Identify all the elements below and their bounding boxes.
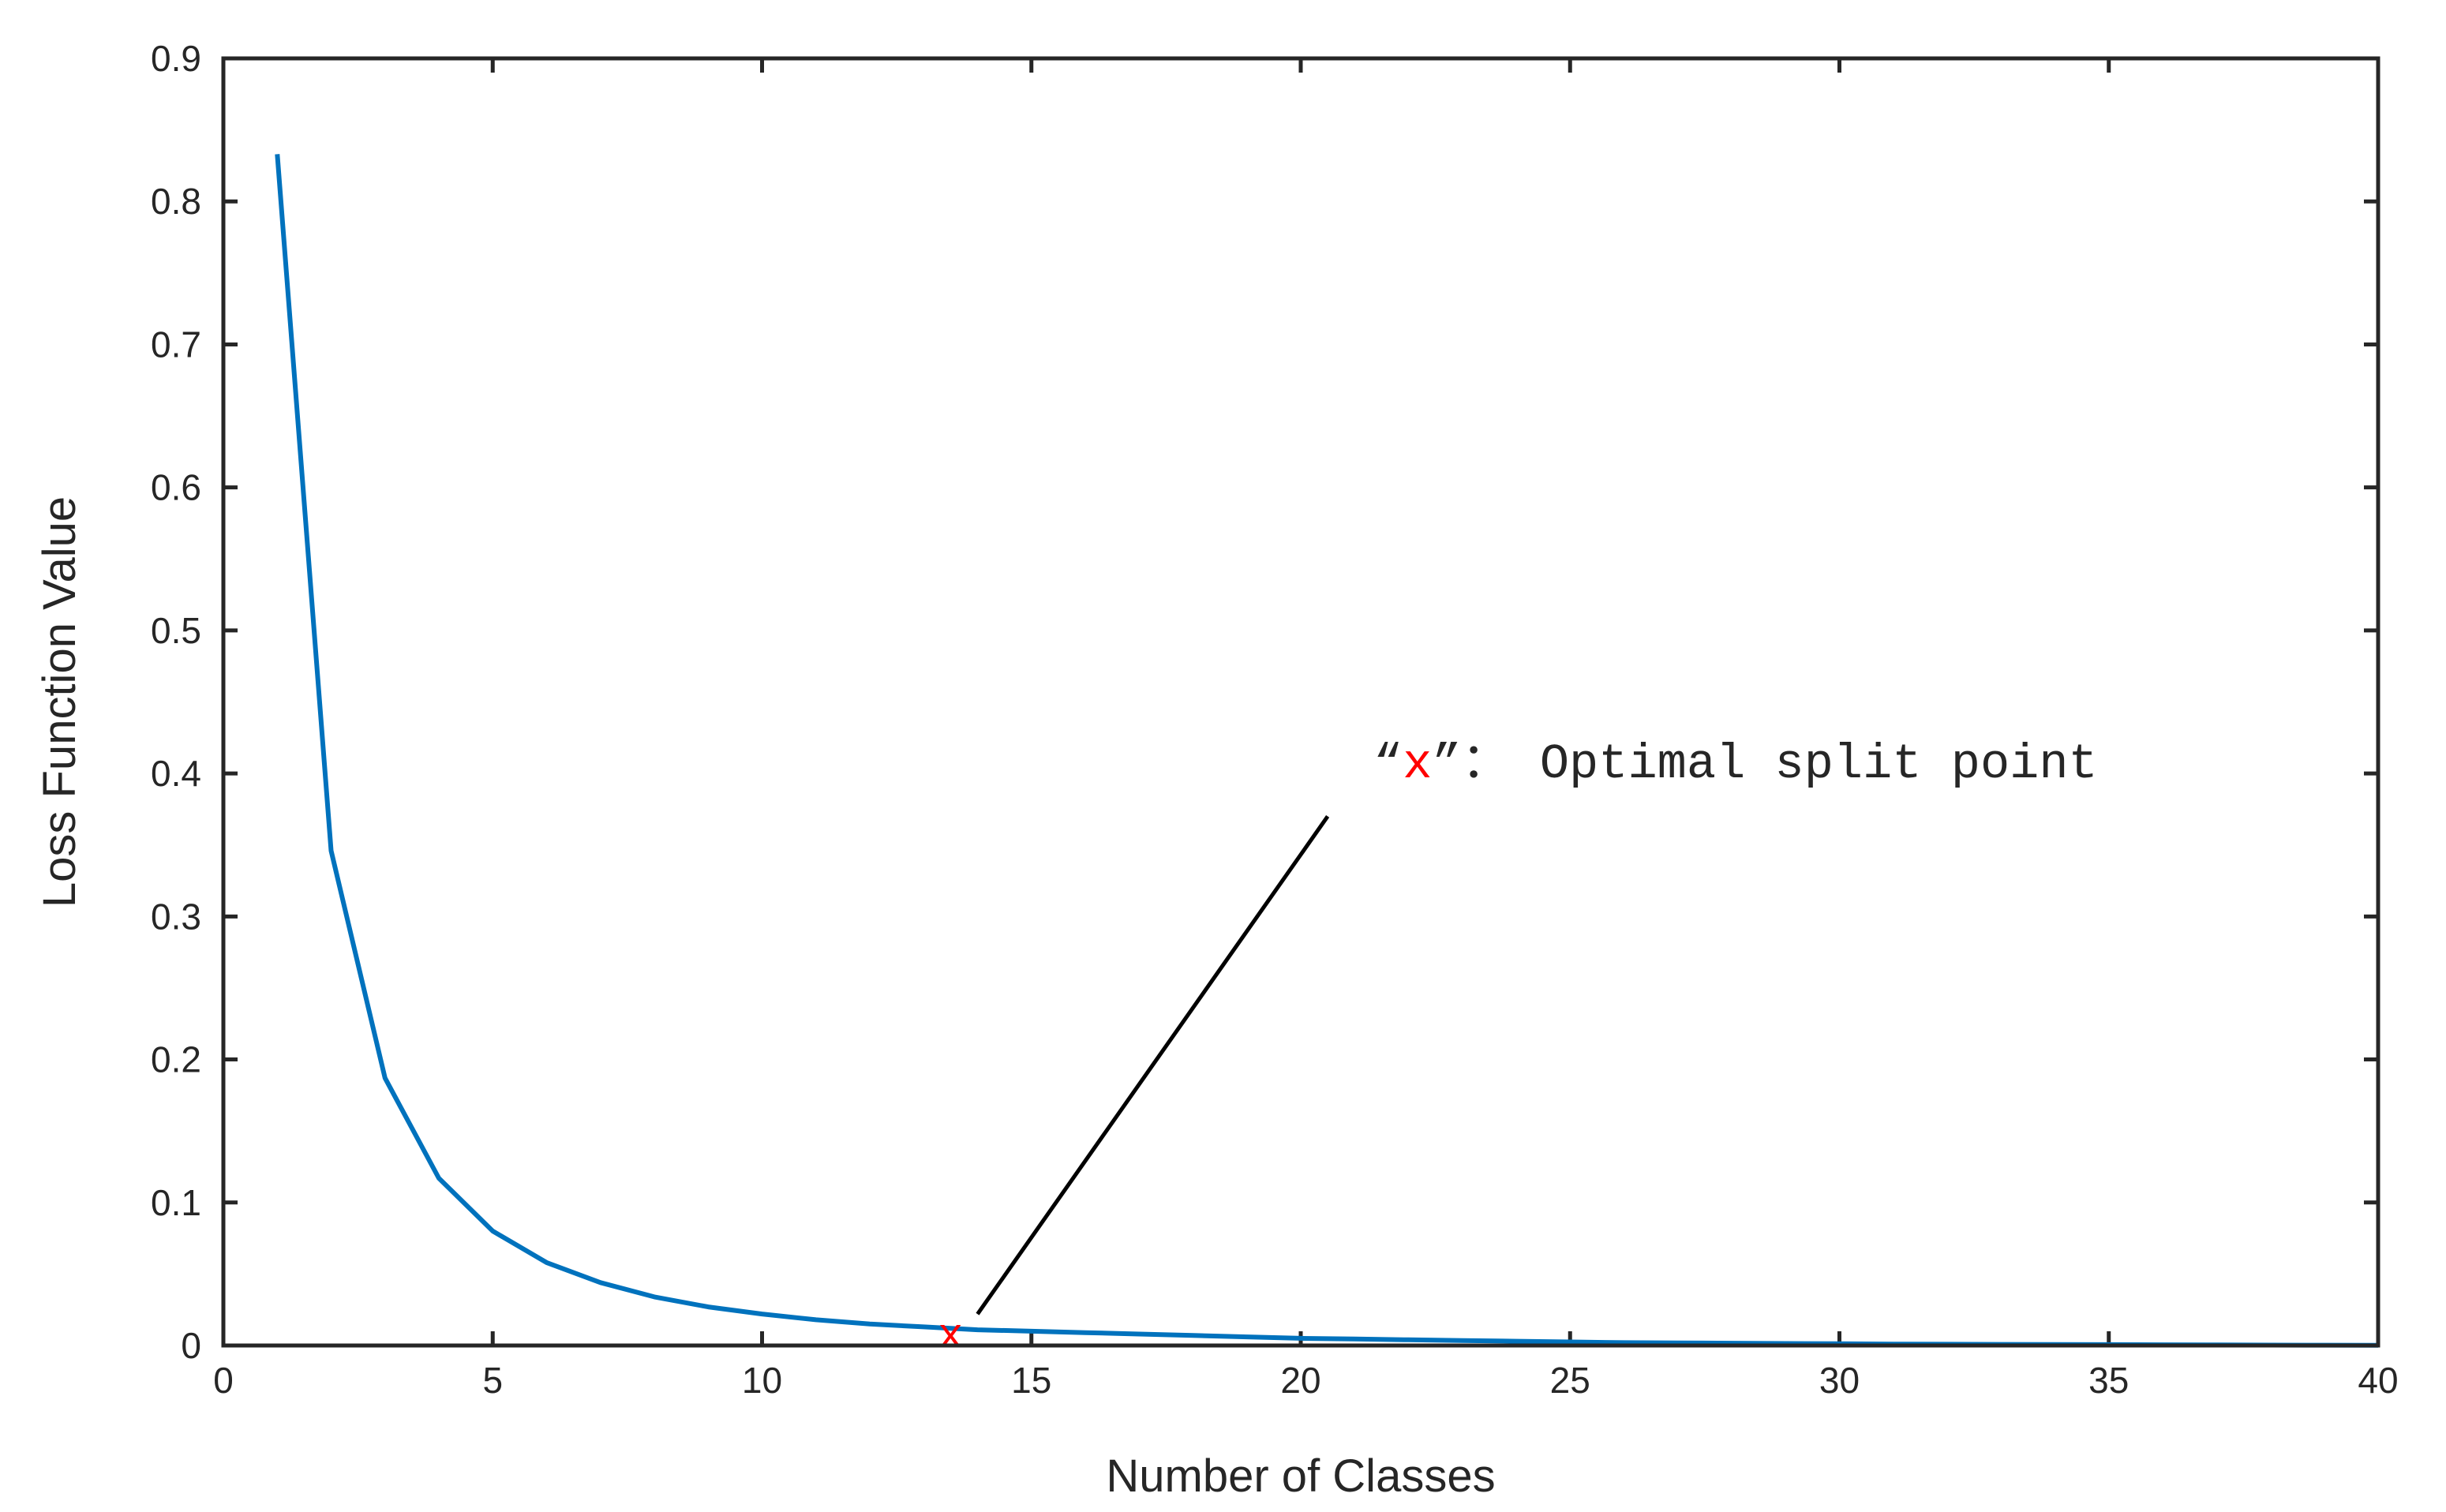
annotation-pointer-line bbox=[976, 815, 1330, 1316]
x-tick-label: 10 bbox=[742, 1360, 782, 1401]
y-tick-label: 0.5 bbox=[151, 610, 201, 651]
y-tick-label: 0.3 bbox=[151, 896, 201, 937]
y-tick-label: 0.6 bbox=[151, 467, 201, 508]
x-tick-label: 30 bbox=[1819, 1360, 1860, 1401]
axis-tick-labels: 0 5 10 15 20 25 30 35 40 0 0.1 0.2 0.3 0.4 0.5 0.6 0.7 0.… bbox=[151, 38, 2399, 1401]
annotation-open-quote: “ bbox=[1373, 736, 1403, 792]
x-tick-label: 15 bbox=[1011, 1360, 1051, 1401]
x-axis-title: Number of Classes bbox=[1106, 1450, 1495, 1502]
plot-area-frame bbox=[221, 56, 2380, 1348]
y-tick-label: 0.4 bbox=[151, 753, 201, 794]
x-tick-label: 0 bbox=[213, 1360, 234, 1401]
y-tick-label: 0.9 bbox=[151, 38, 201, 79]
annotation-text: “x”： Optimal split point bbox=[1373, 736, 2098, 792]
annotation-description: ”： Optimal split point bbox=[1432, 736, 2097, 792]
annotation-marker-glyph: x bbox=[1403, 736, 1432, 792]
x-tick-label: 5 bbox=[482, 1360, 503, 1401]
y-tick-label: 0.2 bbox=[151, 1039, 201, 1080]
x-tick-label: 40 bbox=[2358, 1360, 2398, 1401]
optimal-point-marker: x bbox=[938, 1313, 963, 1361]
x-tick-label: 20 bbox=[1280, 1360, 1320, 1401]
y-tick-label: 0 bbox=[181, 1325, 201, 1366]
y-tick-label: 0.7 bbox=[151, 324, 201, 365]
y-axis-title: Loss Function Value bbox=[34, 496, 85, 908]
y-tick-label: 0.8 bbox=[151, 181, 201, 222]
x-tick-label: 25 bbox=[1550, 1360, 1590, 1401]
x-tick-label: 35 bbox=[2088, 1360, 2129, 1401]
y-tick-label: 0.1 bbox=[151, 1182, 201, 1223]
